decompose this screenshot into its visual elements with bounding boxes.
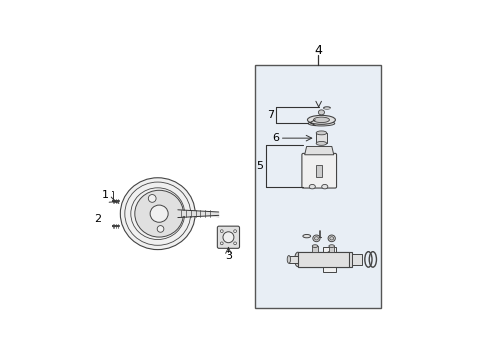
Ellipse shape [307, 121, 334, 126]
Circle shape [233, 242, 236, 245]
Circle shape [220, 242, 223, 245]
Ellipse shape [318, 110, 324, 115]
Bar [316, 165, 321, 177]
Bar [323, 247, 335, 271]
Ellipse shape [312, 245, 317, 247]
Ellipse shape [223, 232, 233, 243]
Ellipse shape [316, 131, 326, 135]
Ellipse shape [314, 237, 318, 240]
Text: 4: 4 [313, 44, 321, 57]
Text: 2: 2 [94, 214, 102, 224]
Circle shape [148, 194, 156, 202]
Circle shape [327, 251, 331, 255]
Bar [297, 252, 351, 267]
Ellipse shape [294, 252, 300, 267]
Bar [351, 254, 362, 265]
Text: 1: 1 [102, 190, 109, 201]
Ellipse shape [329, 237, 333, 240]
Bar [288, 256, 297, 263]
Ellipse shape [307, 115, 335, 124]
Text: 6: 6 [271, 133, 279, 143]
Text: 3: 3 [224, 251, 231, 261]
Bar [98, 191, 113, 200]
Ellipse shape [150, 205, 168, 222]
Bar [312, 246, 317, 252]
Ellipse shape [135, 190, 183, 237]
Ellipse shape [327, 235, 335, 242]
Text: 7: 7 [266, 110, 273, 120]
Bar [316, 133, 326, 143]
Circle shape [220, 230, 223, 233]
Polygon shape [304, 147, 333, 155]
Text: 5: 5 [256, 161, 263, 171]
Bar [328, 246, 334, 252]
Circle shape [327, 264, 331, 267]
Circle shape [233, 230, 236, 233]
Bar [297, 252, 348, 267]
Bar [254, 66, 380, 308]
FancyBboxPatch shape [217, 226, 239, 248]
Ellipse shape [120, 178, 195, 249]
Ellipse shape [286, 256, 290, 263]
Ellipse shape [313, 117, 329, 123]
Ellipse shape [316, 141, 326, 145]
Ellipse shape [308, 184, 315, 189]
Ellipse shape [328, 245, 334, 247]
FancyBboxPatch shape [301, 153, 336, 188]
Circle shape [157, 226, 163, 232]
Ellipse shape [321, 184, 327, 189]
Ellipse shape [312, 235, 320, 242]
Ellipse shape [302, 234, 310, 238]
